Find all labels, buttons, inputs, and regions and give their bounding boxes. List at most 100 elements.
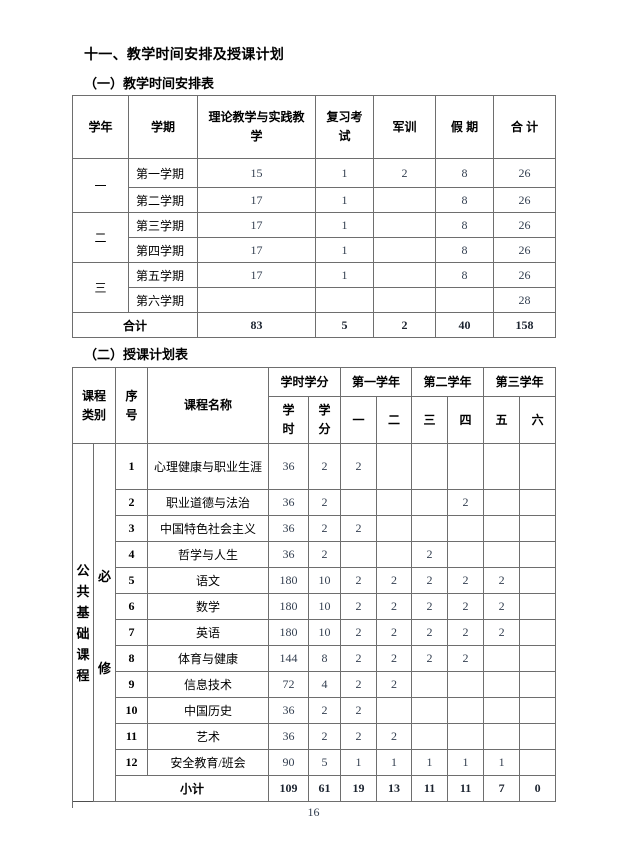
header-course-category: 课程类别 bbox=[71, 367, 117, 444]
header-credits: 学分 bbox=[308, 396, 342, 444]
value-cell: 8 bbox=[435, 212, 494, 238]
course-term-cell: 2 bbox=[340, 567, 378, 594]
course-term-cell bbox=[519, 515, 557, 542]
semester-cell: 第三学期 bbox=[128, 212, 198, 238]
course-term-cell: 2 bbox=[376, 593, 413, 620]
table-row: 第六学期 28 bbox=[73, 287, 556, 313]
course-term-cell bbox=[411, 723, 449, 750]
value-cell bbox=[373, 212, 436, 238]
course-term-cell bbox=[340, 541, 378, 568]
course-term-cell bbox=[376, 443, 413, 490]
course-term-cell: 2 bbox=[483, 567, 521, 594]
course-term-cell: 2 bbox=[483, 593, 521, 620]
course-term-cell bbox=[519, 567, 557, 594]
course-no-cell: 7 bbox=[115, 619, 149, 646]
course-credits-cell: 2 bbox=[308, 489, 342, 516]
course-no-cell: 8 bbox=[115, 645, 149, 672]
total-label-cell: 合计 bbox=[72, 312, 198, 338]
course-term-cell bbox=[519, 541, 557, 568]
course-term-cell bbox=[411, 515, 449, 542]
header-military-training: 军训 bbox=[373, 95, 436, 159]
course-hours-cell: 180 bbox=[268, 619, 310, 646]
value-cell: 8 bbox=[435, 262, 494, 288]
course-term-cell: 2 bbox=[376, 567, 413, 594]
course-term-cell bbox=[483, 723, 521, 750]
total-value-cell: 2 bbox=[373, 312, 436, 338]
course-hours-cell: 90 bbox=[268, 749, 310, 776]
semester-cell: 第五学期 bbox=[128, 262, 198, 288]
course-no-cell: 12 bbox=[115, 749, 149, 776]
course-credits-cell: 10 bbox=[308, 567, 342, 594]
value-cell: 1 bbox=[315, 237, 374, 263]
category-char: 基 bbox=[76, 604, 90, 620]
value-cell bbox=[373, 287, 436, 313]
table-row: 2 职业道德与法治 36 2 2 bbox=[73, 489, 557, 516]
value-cell: 1 bbox=[315, 158, 374, 188]
course-no-cell: 11 bbox=[115, 723, 149, 750]
category-char: 共 bbox=[76, 583, 90, 599]
table-row: 7 英语 180 10 2 2 2 2 2 bbox=[73, 619, 557, 646]
category-char: 课 bbox=[76, 646, 90, 662]
value-cell: 17 bbox=[197, 187, 316, 213]
course-term-cell: 1 bbox=[411, 749, 449, 776]
course-term-cell: 1 bbox=[447, 749, 485, 776]
header-term-cell: 六 bbox=[519, 396, 557, 444]
course-term-cell: 2 bbox=[447, 619, 485, 646]
course-term-cell bbox=[483, 645, 521, 672]
header-review-exam-label: 复习考试 bbox=[326, 110, 363, 143]
value-cell: 17 bbox=[197, 212, 316, 238]
subtotal-term-cell: 11 bbox=[411, 775, 449, 802]
header-hours: 学时 bbox=[268, 396, 310, 444]
course-term-cell bbox=[483, 443, 521, 490]
course-term-cell bbox=[483, 489, 521, 516]
value-cell: 1 bbox=[315, 212, 374, 238]
course-plan-table: 课程类别 序号 课程名称 学时学分 第一学年 第二学年 第三学年 学时 学分 一… bbox=[71, 367, 557, 802]
total-row: 合计 83 5 2 40 158 bbox=[72, 312, 556, 338]
value-cell: 1 bbox=[315, 187, 374, 213]
course-term-cell: 2 bbox=[483, 619, 521, 646]
table-row: 二第三学期 17 1 8 26 bbox=[72, 212, 556, 263]
value-cell: 17 bbox=[197, 262, 316, 288]
course-no-cell: 10 bbox=[115, 697, 149, 724]
course-name-cell: 信息技术 bbox=[147, 671, 270, 698]
section-title: 十一、教学时间安排及授课计划 bbox=[84, 46, 285, 62]
course-hours-cell: 36 bbox=[268, 723, 310, 750]
course-credits-cell: 10 bbox=[308, 593, 342, 620]
category-label: 公共基础课程 bbox=[76, 560, 89, 686]
value-cell: 28 bbox=[493, 287, 556, 313]
course-credits-cell: 2 bbox=[308, 541, 342, 568]
table-row: 一第一学期 15 1 2 8 26 bbox=[72, 158, 556, 213]
table-row: 第二学期 17 1 8 26 bbox=[73, 187, 556, 213]
course-term-cell: 2 bbox=[376, 619, 413, 646]
table-subheader-row: 学时 学分 一 二 三 四 五 六 bbox=[73, 396, 557, 444]
page-number: 16 bbox=[307, 805, 320, 819]
course-term-cell: 2 bbox=[340, 645, 378, 672]
semester-cell: 第二学期 bbox=[128, 187, 198, 213]
course-hours-cell: 144 bbox=[268, 645, 310, 672]
course-term-cell: 2 bbox=[447, 567, 485, 594]
table-row: 三第五学期 17 1 8 26 bbox=[72, 262, 556, 313]
course-credits-cell: 10 bbox=[308, 619, 342, 646]
semester-cell: 第一学期 bbox=[128, 158, 198, 188]
course-term-cell bbox=[376, 541, 413, 568]
course-term-cell bbox=[411, 697, 449, 724]
course-term-cell bbox=[447, 515, 485, 542]
table-continuation-line bbox=[72, 801, 73, 808]
subtotal-term-cell: 13 bbox=[376, 775, 413, 802]
course-hours-cell: 180 bbox=[268, 593, 310, 620]
category-char: 公 bbox=[76, 562, 90, 578]
table-row: 5 语文 180 10 2 2 2 2 2 bbox=[73, 567, 557, 594]
value-cell: 8 bbox=[435, 158, 494, 188]
course-hours-cell: 36 bbox=[268, 443, 310, 490]
header-term-cell: 一 bbox=[340, 396, 378, 444]
value-cell: 26 bbox=[493, 158, 556, 188]
semester-cell: 第六学期 bbox=[128, 287, 198, 313]
subtotal-term-cell: 11 bbox=[447, 775, 485, 802]
course-term-cell bbox=[376, 515, 413, 542]
course-term-cell bbox=[483, 671, 521, 698]
value-cell: 26 bbox=[493, 187, 556, 213]
table-row: 第四学期 17 1 8 26 bbox=[73, 237, 556, 263]
table1-caption: （一）教学时间安排表 bbox=[84, 76, 215, 91]
table-row: 6 数学 180 10 2 2 2 2 2 bbox=[73, 593, 557, 620]
header-course-name: 课程名称 bbox=[147, 367, 270, 444]
